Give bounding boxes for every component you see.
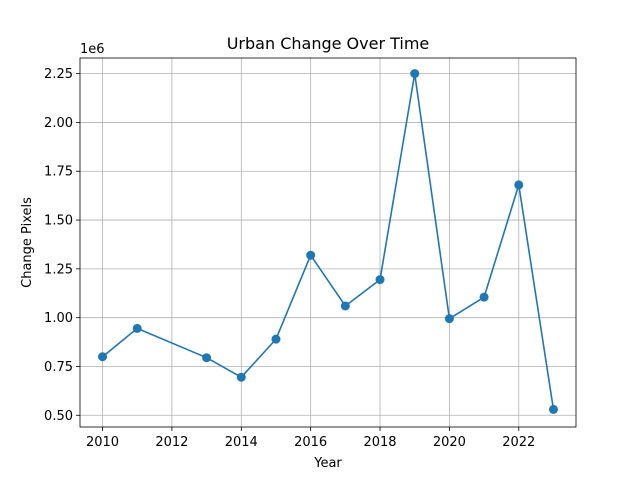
data-point xyxy=(479,292,489,302)
data-point xyxy=(375,275,385,285)
y-tick-label: 1.50 xyxy=(44,214,73,229)
x-tick-label: 2012 xyxy=(155,435,188,450)
y-tick-label: 0.75 xyxy=(44,360,73,375)
data-point xyxy=(548,404,558,414)
x-tick-label: 2010 xyxy=(86,435,119,450)
data-point xyxy=(202,353,212,363)
y-axis-label: Change Pixels xyxy=(20,197,35,288)
data-point xyxy=(410,69,420,79)
y-tick-label: 1.75 xyxy=(44,165,73,180)
data-point xyxy=(444,314,454,324)
y-tick-label: 0.50 xyxy=(44,409,73,424)
x-tick-label: 2016 xyxy=(294,435,327,450)
x-tick-label: 2020 xyxy=(433,435,466,450)
y-tick-label: 1.00 xyxy=(44,311,73,326)
x-tick-label: 2018 xyxy=(363,435,396,450)
data-point xyxy=(98,352,108,362)
data-point xyxy=(132,323,142,333)
plot-frame xyxy=(79,57,577,428)
data-point xyxy=(271,334,281,344)
y-tick-label: 2.00 xyxy=(44,116,73,131)
data-point xyxy=(306,250,316,260)
x-tick-label: 2022 xyxy=(502,435,535,450)
chart-title: Urban Change Over Time xyxy=(227,34,430,53)
data-point xyxy=(236,372,246,382)
y-tick-label: 1.25 xyxy=(44,262,73,277)
y-axis-offset-label: 1e6 xyxy=(80,42,105,57)
x-axis-label: Year xyxy=(313,456,342,471)
y-tick-label: 2.25 xyxy=(44,67,73,82)
x-tick-label: 2014 xyxy=(225,435,258,450)
y-axis-ticks: 0.50 0.75 1.00 1.25 1.50 1.75 2.00 2.25 xyxy=(44,67,80,424)
x-axis-ticks: 2010 2012 2014 2016 2018 2020 2022 xyxy=(86,427,535,450)
series-layer xyxy=(98,69,558,414)
data-point xyxy=(514,180,524,190)
data-point xyxy=(340,301,350,311)
grid xyxy=(80,58,576,427)
